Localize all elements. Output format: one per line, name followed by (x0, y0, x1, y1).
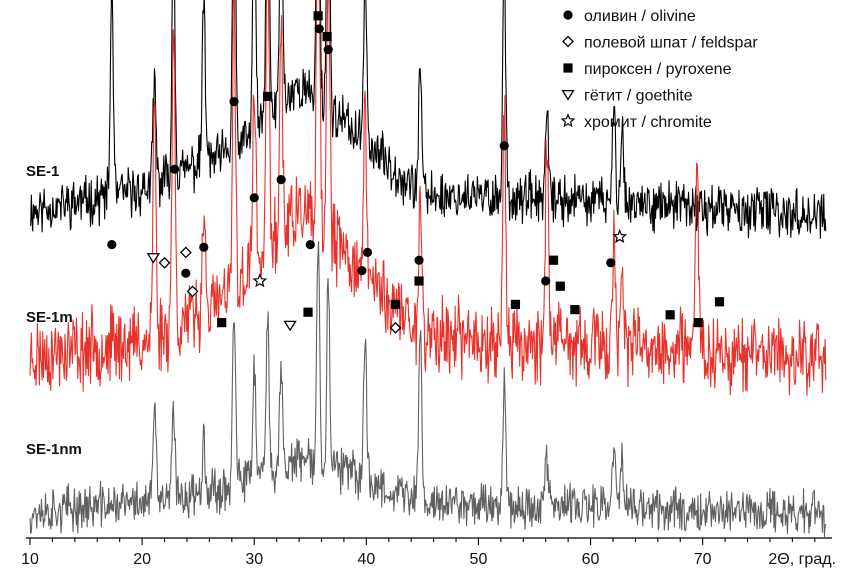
marker-circle-16 (305, 240, 315, 250)
series-line-se-1nm (29, 241, 827, 538)
legend-label-circle: оливин / olivine (584, 8, 696, 25)
series-line-se-1m (29, 0, 827, 396)
marker-circle-5 (181, 268, 191, 278)
x-tick-label: 20 (133, 551, 151, 568)
x-tick-label: 40 (357, 551, 375, 568)
marker-circle-29 (541, 276, 551, 286)
x-tick-label: 30 (245, 551, 263, 568)
marker-square-32 (570, 305, 580, 315)
marker-circle-10 (249, 193, 259, 203)
marker-square-15 (303, 307, 313, 317)
marker-star-11 (252, 273, 268, 288)
legend-label-star: хромит / chromite (584, 114, 712, 131)
marker-circle-7 (199, 242, 209, 252)
legend: оливин / olivine полевой шпат / feldspar п… (560, 8, 758, 131)
marker-square-37 (714, 297, 725, 307)
legend-symbol-circle (563, 10, 573, 20)
x-axis: 10 20 30 40 50 60 70 2Θ, град. (21, 537, 836, 568)
x-tick-label: 60 (582, 551, 600, 568)
marker-diamond-6 (186, 285, 199, 298)
legend-symbol-square (563, 63, 573, 73)
legend-label-triangle: гётит / goethite (584, 88, 693, 105)
series-line-se-1 (29, 0, 827, 239)
marker-square-23 (390, 299, 401, 309)
legend-symbol-diamond (562, 35, 574, 48)
marker-layer (107, 11, 725, 334)
marker-circle-0 (107, 240, 117, 250)
marker-square-30 (548, 255, 559, 265)
marker-circle-20 (323, 45, 333, 55)
x-axis-label: 2Θ, град. (768, 551, 836, 568)
legend-symbol-triangle (561, 90, 575, 101)
marker-diamond-24 (389, 321, 402, 334)
marker-square-36 (693, 318, 703, 328)
marker-diamond-2 (158, 256, 171, 269)
marker-square-26 (414, 276, 424, 286)
sample-label-se-1m: SE-1m (26, 309, 73, 326)
marker-triangle-14 (283, 320, 297, 332)
marker-square-12 (263, 91, 273, 101)
marker-square-8 (217, 318, 227, 328)
sample-label-layer: SE-1 SE-1m SE-1nm (26, 163, 82, 458)
x-tick-label: 50 (470, 551, 488, 568)
marker-square-31 (555, 281, 565, 291)
sample-label-se-1nm: SE-1nm (26, 441, 82, 458)
legend-symbol-star (560, 113, 576, 128)
marker-square-35 (665, 310, 675, 320)
marker-circle-21 (357, 266, 367, 276)
sample-label-se-1: SE-1 (26, 163, 59, 180)
series-layer (29, 0, 827, 538)
marker-circle-9 (229, 97, 239, 107)
x-tick-label: 10 (21, 551, 39, 568)
marker-circle-25 (414, 255, 424, 265)
marker-circle-18 (314, 24, 324, 34)
marker-circle-22 (362, 247, 373, 257)
x-tick-label: 70 (694, 551, 712, 568)
legend-label-square: пироксен / pyroxene (584, 61, 732, 78)
marker-circle-33 (606, 258, 616, 268)
legend-label-diamond: полевой шпат / feldspar (584, 35, 758, 52)
marker-circle-13 (276, 175, 286, 185)
marker-square-17 (313, 11, 323, 21)
marker-square-19 (322, 32, 332, 42)
marker-circle-3 (170, 164, 180, 174)
marker-diamond-4 (179, 246, 192, 259)
marker-square-28 (510, 299, 521, 309)
marker-triangle-1 (146, 253, 160, 264)
marker-star-34 (612, 229, 628, 244)
marker-circle-27 (499, 141, 509, 151)
